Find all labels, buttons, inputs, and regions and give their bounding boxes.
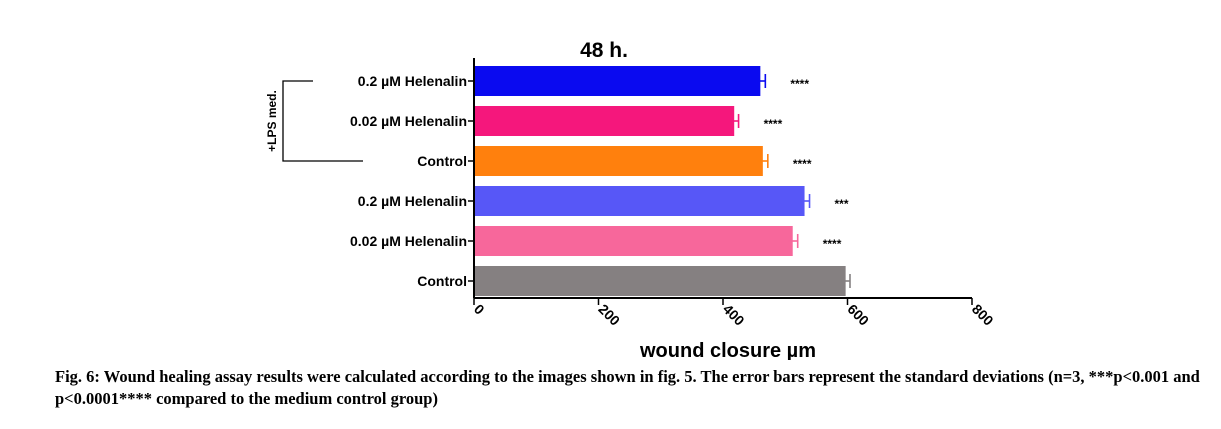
category-label-5: Control (417, 273, 467, 289)
error-bar-1 (729, 114, 740, 128)
x-axis-label: wound closure µm (639, 340, 816, 360)
bar-4 (474, 226, 793, 256)
bar-2 (474, 146, 763, 176)
bar-0 (474, 66, 761, 96)
bar-3 (474, 186, 805, 216)
group-label: +LPS med. (265, 90, 279, 152)
lps-group-bracket (282, 80, 363, 162)
figure-caption: Fig. 6: Wound healing assay results were… (55, 367, 1200, 408)
significance-label-4: **** (823, 237, 842, 251)
labels-layer: 0.2 µM Helenalin **** 0.02 µM Helenalin ***… (350, 73, 849, 289)
x-tick-label-4: 800 (969, 301, 997, 329)
significance-label-0: **** (790, 77, 809, 91)
x-tick-label-3: 600 (844, 301, 872, 329)
bracket-line (282, 80, 363, 162)
chart-title: 48 h. (580, 39, 628, 62)
error-bar-4 (787, 234, 799, 248)
significance-label-2: **** (793, 157, 812, 171)
x-tick-label-2: 400 (720, 301, 748, 329)
bars-layer (474, 66, 851, 296)
x-ticks-layer: 0 200 400 600 800 (471, 298, 997, 329)
error-bar-5 (841, 274, 851, 288)
category-label-3: 0.2 µM Helenalin (358, 193, 467, 209)
bar-1 (474, 106, 735, 136)
category-label-1: 0.02 µM Helenalin (350, 113, 467, 129)
significance-label-1: **** (764, 117, 783, 131)
bar-chart: 0.2 µM Helenalin **** 0.02 µM Helenalin ***… (265, 39, 997, 360)
error-bar-0 (755, 74, 767, 88)
bar-5 (474, 266, 846, 296)
error-bar-3 (799, 194, 811, 208)
significance-label-3: *** (835, 197, 849, 211)
error-bar-2 (757, 154, 769, 168)
category-label-4: 0.02 µM Helenalin (350, 233, 467, 249)
x-tick-label-1: 200 (595, 301, 623, 329)
category-label-2: Control (417, 153, 467, 169)
category-label-0: 0.2 µM Helenalin (358, 73, 467, 89)
